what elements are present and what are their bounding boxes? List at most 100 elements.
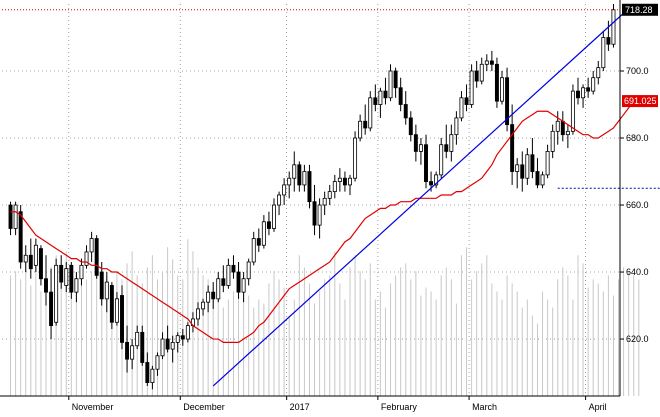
indicator-overlays bbox=[2, 3, 660, 387]
candle-down bbox=[444, 144, 449, 152]
candle-up bbox=[287, 177, 292, 186]
candle-up bbox=[545, 151, 550, 176]
candle-up bbox=[54, 264, 59, 323]
candle-up bbox=[251, 238, 256, 263]
y-tick-label: 620.0 bbox=[626, 334, 649, 344]
candle-down bbox=[510, 124, 515, 172]
candle-down bbox=[266, 221, 271, 229]
x-month-label: March bbox=[472, 402, 497, 412]
candle-down bbox=[530, 154, 535, 172]
y-tick-label: 640.0 bbox=[626, 267, 649, 277]
candle-down bbox=[231, 264, 236, 273]
candle-up bbox=[13, 204, 18, 229]
candle-up bbox=[175, 335, 180, 343]
moving-average-label: 691.025 bbox=[624, 96, 657, 106]
candle-up bbox=[555, 120, 560, 132]
candle-up bbox=[581, 87, 586, 99]
moving-average-tag bbox=[622, 95, 658, 108]
candle-down bbox=[69, 264, 74, 293]
candle-up bbox=[282, 184, 287, 196]
candle-up bbox=[469, 70, 474, 105]
candle-down bbox=[140, 331, 145, 363]
y-tick-label: 680.0 bbox=[626, 133, 649, 143]
candle-up bbox=[596, 67, 601, 79]
candle-up bbox=[130, 345, 135, 360]
candle-up bbox=[348, 177, 352, 186]
candle-up bbox=[449, 134, 454, 152]
candle-up bbox=[201, 301, 206, 310]
candle-down bbox=[307, 171, 312, 203]
candle-up bbox=[368, 97, 373, 129]
candle-down bbox=[464, 97, 469, 105]
candle-up bbox=[114, 298, 119, 323]
candle-up bbox=[611, 9, 616, 45]
candle-up bbox=[170, 341, 175, 350]
candle-up bbox=[418, 144, 423, 152]
candle-up bbox=[33, 244, 38, 266]
price-candles bbox=[8, 4, 616, 390]
candle-down bbox=[180, 335, 185, 340]
last-price-label: 718.28 bbox=[625, 5, 653, 15]
candle-up bbox=[196, 308, 200, 320]
candle-up bbox=[434, 174, 439, 186]
candle-up bbox=[358, 120, 363, 139]
candle-down bbox=[211, 291, 216, 300]
y-tick-label: 700.0 bbox=[626, 66, 649, 76]
candle-up bbox=[74, 278, 79, 293]
candle-up bbox=[337, 177, 342, 182]
candle-down bbox=[586, 87, 591, 92]
candle-down bbox=[297, 164, 302, 186]
candle-down bbox=[606, 37, 611, 45]
candle-down bbox=[363, 120, 368, 129]
candle-down bbox=[99, 271, 104, 300]
candle-up bbox=[135, 331, 140, 347]
candle-down bbox=[489, 60, 494, 65]
x-month-label: February bbox=[381, 402, 418, 412]
candle-down bbox=[398, 87, 403, 105]
candle-down bbox=[44, 278, 48, 293]
candle-up bbox=[317, 204, 322, 226]
candle-up bbox=[64, 268, 69, 286]
candle-up bbox=[246, 261, 251, 280]
candle-down bbox=[393, 70, 398, 89]
candle-down bbox=[8, 204, 13, 229]
x-month-label: November bbox=[72, 402, 114, 412]
candle-up bbox=[84, 251, 89, 266]
candle-up bbox=[155, 355, 160, 370]
candle-up bbox=[277, 194, 282, 206]
candle-down bbox=[236, 271, 241, 293]
candle-up bbox=[332, 181, 337, 193]
candle-up bbox=[104, 281, 109, 300]
candle-down bbox=[474, 70, 479, 82]
trendline bbox=[212, 3, 635, 387]
candle-down bbox=[560, 120, 565, 136]
candle-down bbox=[424, 144, 428, 182]
candle-down bbox=[535, 171, 540, 186]
candle-up bbox=[160, 338, 165, 357]
candle-down bbox=[59, 264, 64, 283]
candle-down bbox=[145, 362, 150, 383]
candle-down bbox=[494, 63, 499, 102]
candle-up bbox=[150, 368, 155, 383]
candle-up bbox=[484, 60, 489, 65]
candle-down bbox=[256, 238, 261, 246]
candle-up bbox=[515, 164, 520, 172]
candle-up bbox=[388, 70, 393, 99]
candle-down bbox=[120, 295, 124, 343]
candle-down bbox=[38, 248, 43, 280]
candle-down bbox=[403, 104, 408, 119]
candle-down bbox=[49, 291, 54, 327]
last-price-tag bbox=[622, 3, 658, 16]
x-month-label: April bbox=[589, 402, 607, 412]
candle-down bbox=[408, 117, 413, 136]
candle-up bbox=[540, 174, 545, 186]
candle-up bbox=[570, 90, 575, 132]
candle-up bbox=[185, 325, 190, 340]
candle-down bbox=[383, 90, 388, 99]
candle-down bbox=[94, 238, 99, 276]
candle-down bbox=[505, 77, 510, 126]
candle-up bbox=[601, 37, 606, 69]
